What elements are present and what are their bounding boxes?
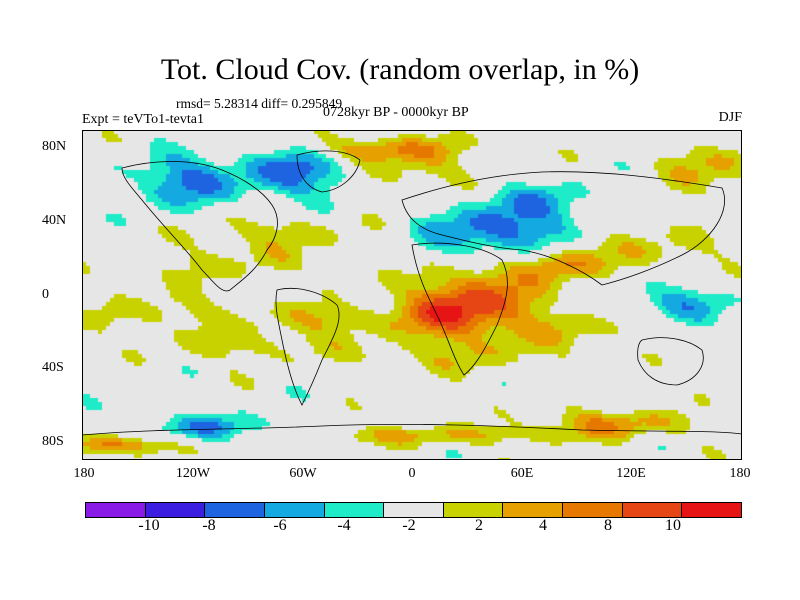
colorbar-label: 2 bbox=[475, 517, 483, 534]
lat-tick-80s: 80S bbox=[42, 434, 64, 449]
colorbar bbox=[85, 502, 742, 518]
colorbar-swatch bbox=[145, 503, 206, 517]
lon-tick-120e: 120E bbox=[616, 466, 646, 481]
lon-tick-0: 0 bbox=[408, 466, 416, 481]
colorbar-swatch bbox=[503, 503, 564, 517]
coast-antarctica bbox=[82, 423, 742, 436]
map-panel bbox=[82, 130, 742, 460]
coast-europe-asia bbox=[401, 171, 725, 286]
experiment-label: Expt = teVTo1-tevta1 bbox=[82, 112, 204, 127]
colorbar-label: -2 bbox=[402, 517, 416, 534]
coast-africa bbox=[411, 242, 508, 376]
colorbar-label: -8 bbox=[202, 517, 216, 534]
lon-tick-120w: 120W bbox=[175, 466, 211, 481]
colorbar-label: 8 bbox=[604, 517, 612, 534]
colorbar-label: 4 bbox=[539, 517, 547, 534]
colorbar-label: -6 bbox=[273, 517, 287, 534]
colorbar-label: 10 bbox=[665, 517, 681, 534]
colorbar-swatch bbox=[86, 503, 146, 517]
coast-greenland bbox=[296, 150, 361, 193]
coastlines bbox=[82, 150, 742, 436]
stats-text: rmsd= 5.28314 diff= 0.295849 bbox=[176, 96, 343, 111]
lon-tick-60w: 60W bbox=[289, 466, 317, 481]
coast-north-america bbox=[121, 161, 278, 292]
cloud-anomaly-field bbox=[82, 130, 742, 460]
season-label: DJF bbox=[718, 110, 742, 125]
lat-tick-40s: 40S bbox=[42, 360, 64, 375]
colorbar-label: -4 bbox=[337, 517, 351, 534]
colorbar-label: -10 bbox=[138, 517, 160, 534]
lat-tick-80n: 80N bbox=[42, 139, 67, 154]
lon-tick-180w: 180 bbox=[73, 466, 95, 481]
coast-south-america bbox=[275, 287, 340, 406]
colorbar-swatch bbox=[622, 503, 683, 517]
period-label: 0728kyr BP - 0000kyr BP bbox=[323, 105, 469, 120]
plot-title: Tot. Cloud Cov. (random overlap, in %) bbox=[160, 53, 640, 86]
colorbar-swatch bbox=[443, 503, 504, 517]
lat-tick-0: 0 bbox=[42, 287, 49, 302]
colorbar-swatch bbox=[324, 503, 385, 517]
colorbar-swatch bbox=[563, 503, 623, 517]
lat-tick-40n: 40N bbox=[42, 213, 67, 228]
colorbar-swatch bbox=[205, 503, 265, 517]
colorbar-swatch bbox=[682, 503, 742, 517]
lon-tick-60e: 60E bbox=[510, 466, 534, 481]
lon-tick-180e: 180 bbox=[729, 466, 751, 481]
colorbar-swatch bbox=[264, 503, 325, 517]
coast-australia bbox=[637, 337, 704, 386]
colorbar-swatch bbox=[384, 503, 444, 517]
